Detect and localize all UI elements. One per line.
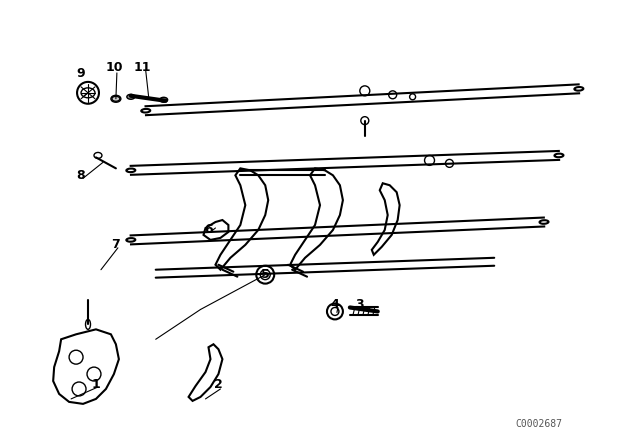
Text: 11: 11 [134, 61, 152, 74]
Text: 9: 9 [77, 68, 85, 81]
Text: 10: 10 [105, 61, 123, 74]
Text: C0002687: C0002687 [515, 419, 562, 429]
Text: 7: 7 [111, 238, 120, 251]
Text: 3: 3 [355, 298, 364, 311]
Ellipse shape [111, 95, 121, 102]
Text: 6: 6 [204, 224, 212, 237]
Text: 8: 8 [77, 169, 85, 182]
Ellipse shape [127, 95, 135, 99]
Text: 1: 1 [92, 378, 100, 391]
Text: 2: 2 [214, 378, 223, 391]
Text: 5: 5 [261, 268, 269, 281]
Ellipse shape [160, 97, 168, 102]
Text: 4: 4 [330, 298, 339, 311]
